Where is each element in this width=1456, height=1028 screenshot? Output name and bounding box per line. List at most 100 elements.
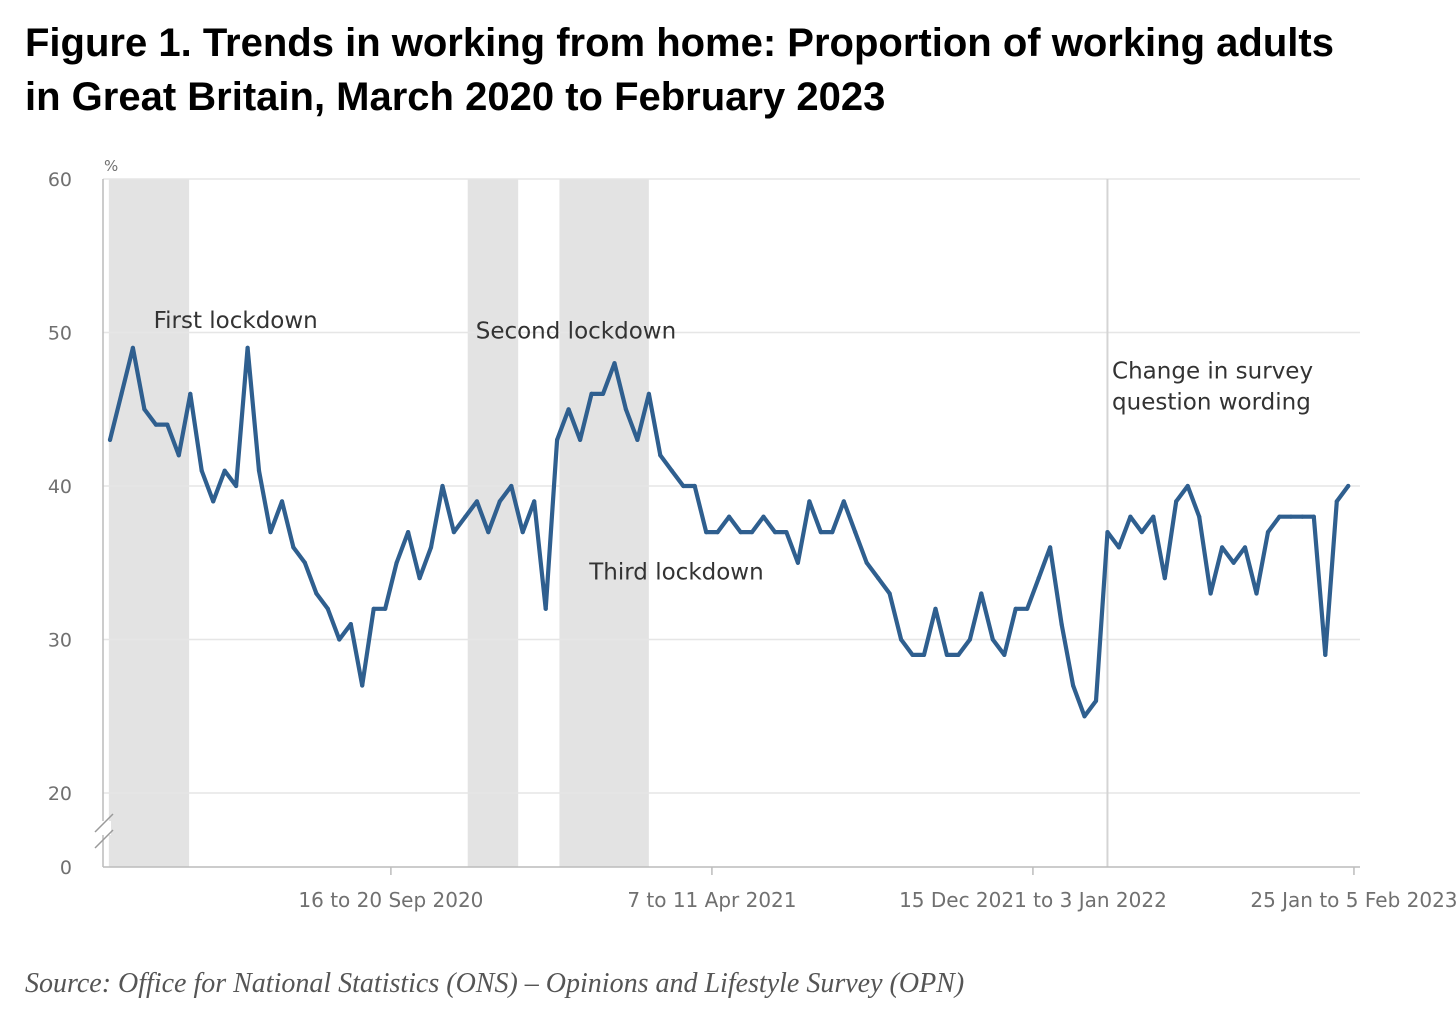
y-tick-label-40: 40 <box>48 476 72 498</box>
data-point <box>692 483 697 489</box>
annotations: First lockdown Second lockdown Third lockd… <box>154 308 1314 586</box>
data-point <box>371 606 376 611</box>
data-point <box>291 545 296 550</box>
axes <box>94 179 1360 868</box>
data-point <box>1185 483 1190 489</box>
data-point <box>1013 606 1018 611</box>
data-point <box>704 530 709 535</box>
data-point <box>956 652 961 658</box>
data-point <box>1162 576 1167 581</box>
annotation-second-lockdown: Second lockdown <box>476 319 676 345</box>
data-point <box>428 545 434 550</box>
data-point <box>119 391 124 396</box>
data-point <box>199 468 204 473</box>
data-point <box>1174 499 1179 504</box>
data-point <box>589 391 594 396</box>
data-point <box>1093 698 1099 704</box>
data-point <box>830 530 835 535</box>
x-tick-label-16-to-20-sep-2020: 16 to 20 Sep 2020 <box>298 888 483 912</box>
x-tick-label-7-to-11-apr-2021: 7 to 11 Apr 2021 <box>627 888 796 912</box>
data-point <box>1346 483 1351 489</box>
data-point <box>188 391 193 396</box>
data-point <box>268 530 273 535</box>
data-point <box>1277 514 1282 519</box>
data-point <box>944 652 950 658</box>
data-point <box>211 499 216 504</box>
data-point <box>853 530 858 535</box>
annotation-question-wording: question wording <box>1112 389 1311 415</box>
data-point <box>1002 652 1007 658</box>
data-point <box>245 345 250 350</box>
data-point <box>451 530 456 535</box>
line-chart: 0 20 30 40 50 60% 16 to 20 Sep 2020 7 to 11 Ap… <box>48 157 1456 912</box>
data-point <box>1220 545 1225 550</box>
data-point <box>532 499 537 504</box>
series-lines <box>107 345 1351 719</box>
x-tick-labels: 16 to 20 Sep 2020 7 to 11 Apr 2021 15 Dec … <box>298 867 1456 912</box>
data-point <box>440 483 445 489</box>
data-point <box>222 468 227 473</box>
data-point <box>107 437 113 442</box>
data-point <box>669 468 674 473</box>
data-point <box>1197 514 1202 519</box>
data-point <box>486 530 491 535</box>
y-tick-label-30: 30 <box>48 630 72 652</box>
data-point <box>406 530 411 535</box>
data-point <box>1059 622 1064 627</box>
data-point <box>1208 591 1213 596</box>
chart-title: Figure 1. Trends in working from home: P… <box>25 16 1445 124</box>
data-point <box>795 560 801 565</box>
data-point <box>933 606 938 611</box>
data-point <box>234 483 239 489</box>
y-tick-labels: 0 20 30 40 50 60% <box>48 157 118 879</box>
data-point <box>658 453 663 458</box>
axis-break-gap <box>95 821 111 835</box>
data-point <box>1151 514 1156 519</box>
data-point <box>738 530 743 535</box>
data-point <box>1311 514 1316 519</box>
data-point <box>887 591 892 596</box>
y-tick-label-50: 50 <box>48 323 72 345</box>
data-point <box>176 453 181 458</box>
data-point <box>864 560 869 565</box>
data-point <box>383 606 388 611</box>
data-point <box>279 499 285 504</box>
data-point <box>1323 652 1328 658</box>
data-point <box>1128 514 1133 519</box>
data-point <box>256 468 262 473</box>
x-tick-label-15-dec-2021-to-3-jan-2022: 15 Dec 2021 to 3 Jan 2022 <box>899 888 1167 912</box>
data-point <box>1025 606 1030 611</box>
data-point <box>497 499 502 504</box>
data-point <box>646 391 652 396</box>
data-point <box>509 483 514 489</box>
data-point <box>578 437 583 442</box>
x-tick-label-25-jan-to-5-feb-2023: 25 Jan to 5 Feb 2023 <box>1250 888 1456 912</box>
data-point <box>348 622 353 627</box>
data-point <box>1300 514 1305 519</box>
data-point <box>1116 545 1121 550</box>
data-point <box>463 514 468 519</box>
chart-title-line-1: Figure 1. Trends in working from home: P… <box>25 21 1334 65</box>
data-point <box>555 437 560 442</box>
data-point <box>876 576 881 581</box>
data-point <box>130 345 135 350</box>
data-point <box>1036 576 1041 581</box>
data-point <box>153 422 158 427</box>
data-point <box>302 560 307 565</box>
data-point <box>1231 560 1236 565</box>
data-point <box>761 514 766 519</box>
data-point <box>921 652 927 658</box>
data-point <box>979 591 984 596</box>
chart-title-line-2: in Great Britain, March 2020 to February… <box>25 75 886 119</box>
data-point <box>1334 499 1339 504</box>
data-point <box>910 652 915 658</box>
band-third-lockdown <box>559 179 649 867</box>
y-tick-label-20: 20 <box>48 783 72 805</box>
data-point <box>337 637 342 642</box>
data-point <box>635 437 640 442</box>
data-point <box>314 591 319 596</box>
data-point <box>474 499 479 504</box>
data-point <box>990 637 995 642</box>
data-point <box>841 499 846 504</box>
data-point <box>1105 530 1110 535</box>
